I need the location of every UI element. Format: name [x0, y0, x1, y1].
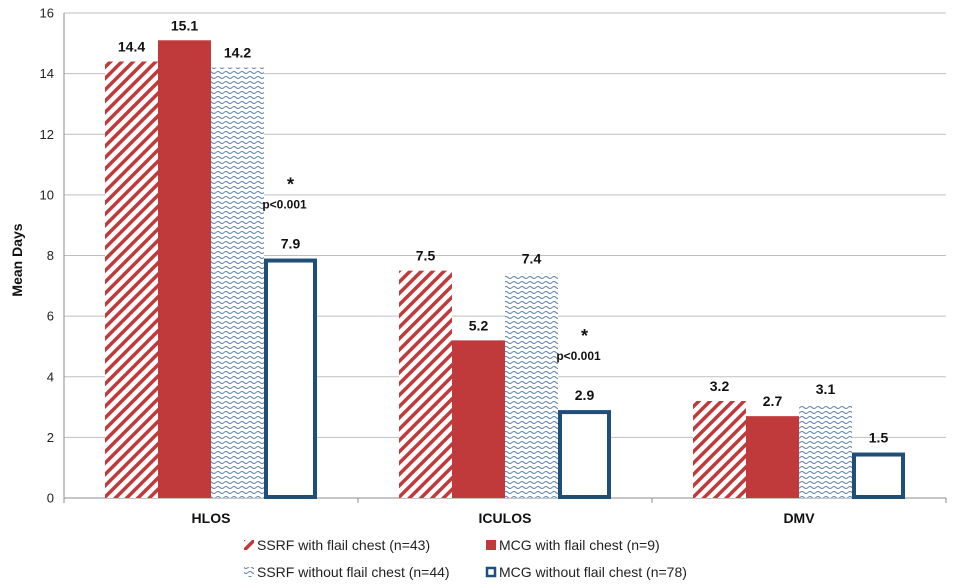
bar	[693, 401, 746, 498]
bar	[746, 416, 799, 498]
annotations: * p<0.001 * p<0.001	[262, 175, 601, 364]
legend-item: SSRF without flail chest (n=44)	[244, 564, 450, 580]
x-tick-label: HLOS	[192, 510, 231, 526]
bar	[105, 61, 158, 498]
data-label: 5.2	[469, 317, 489, 333]
data-label: 1.5	[869, 430, 889, 446]
data-label: 14.2	[224, 45, 251, 61]
data-label: 2.7	[763, 393, 783, 409]
legend: SSRF with flail chest (n=43) MCG with fla…	[244, 537, 687, 580]
legend-item: MCG without flail chest (n=78)	[485, 564, 687, 580]
legend-label: SSRF without flail chest (n=44)	[257, 564, 450, 580]
p-value-label: p<0.001	[556, 349, 601, 363]
data-label: 7.5	[416, 248, 436, 264]
bar	[505, 273, 558, 498]
data-label: 3.2	[710, 378, 730, 394]
p-value-label: p<0.001	[262, 198, 307, 212]
data-label: 15.1	[171, 17, 198, 33]
bars	[105, 40, 905, 499]
data-label: 2.9	[575, 387, 595, 403]
x-tick-label: ICULOS	[479, 510, 532, 526]
data-label: 14.4	[118, 39, 145, 55]
y-tick-label: 12	[40, 127, 54, 142]
data-label: 7.9	[281, 236, 301, 252]
legend-label: MCG without flail chest (n=78)	[499, 564, 687, 580]
bar	[852, 452, 905, 499]
data-labels: 14.4 15.1 14.2 7.9 7.5 5.2 7.4 2.9 3.2 2.7 3.1 1.5	[118, 17, 889, 445]
legend-item: SSRF with flail chest (n=43)	[244, 537, 430, 553]
legend-swatch	[244, 567, 254, 577]
bar	[452, 340, 505, 498]
bar	[799, 404, 852, 498]
y-tick-label: 16	[40, 6, 54, 21]
x-tick-label: DMV	[783, 510, 815, 526]
y-tick-label: 14	[40, 66, 54, 81]
bar	[399, 270, 452, 498]
legend-label: SSRF with flail chest (n=43)	[257, 537, 430, 553]
bar	[158, 40, 211, 498]
y-tick-label: 2	[47, 430, 54, 445]
y-tick-label: 8	[47, 248, 54, 263]
y-tick-label: 10	[40, 187, 54, 202]
legend-label: MCG with flail chest (n=9)	[499, 537, 660, 553]
legend-swatch	[244, 540, 254, 550]
bar	[211, 67, 264, 498]
bar	[558, 410, 611, 499]
data-label: 3.1	[816, 381, 836, 397]
y-tick-label: 6	[47, 309, 54, 324]
significance-star: *	[581, 326, 588, 346]
y-tick-label: 0	[47, 491, 54, 506]
legend-swatch	[485, 566, 497, 578]
legend-swatch	[486, 540, 496, 550]
y-axis-title: Mean Days	[9, 223, 25, 296]
significance-star: *	[287, 175, 294, 195]
bar	[264, 258, 317, 499]
y-tick-label: 4	[47, 369, 54, 384]
data-label: 7.4	[522, 251, 542, 267]
legend-item: MCG with flail chest (n=9)	[486, 537, 660, 553]
